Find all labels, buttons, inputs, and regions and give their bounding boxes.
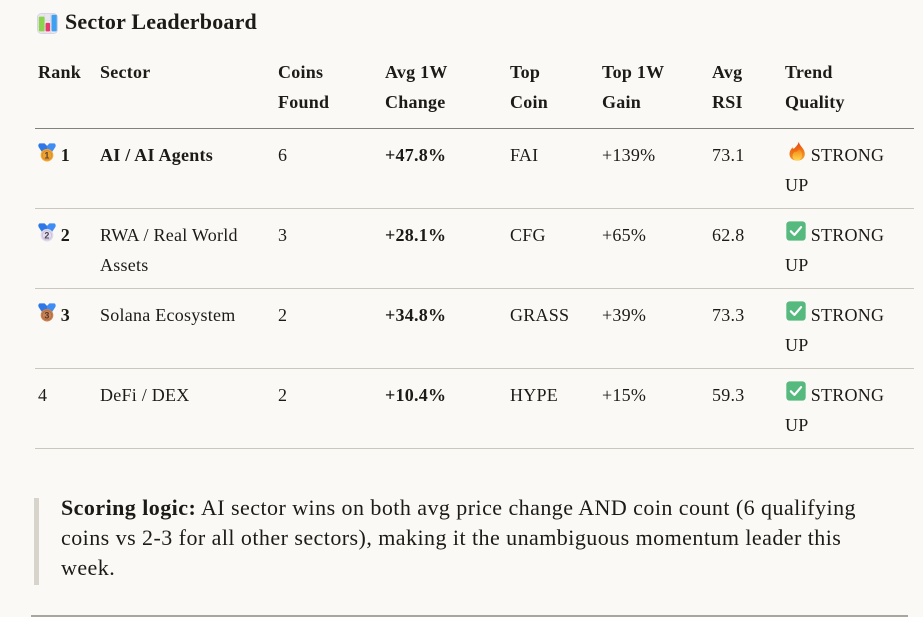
svg-text:3: 3	[44, 311, 49, 321]
svg-text:1: 1	[44, 151, 49, 161]
svg-text:2: 2	[44, 231, 49, 241]
